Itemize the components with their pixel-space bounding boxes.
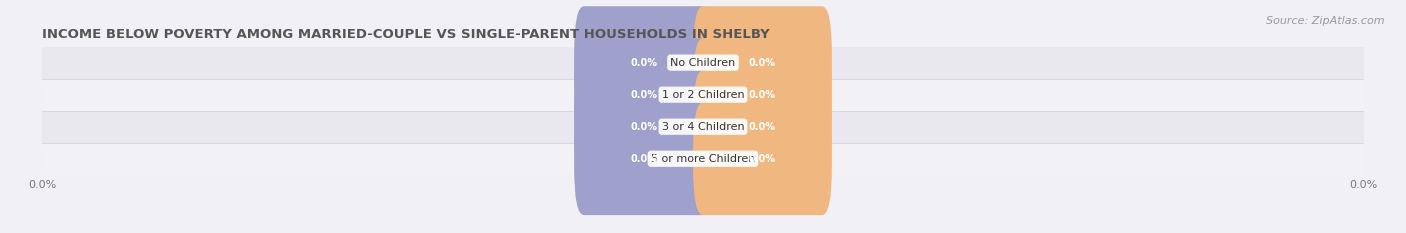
FancyBboxPatch shape [574,70,713,183]
FancyBboxPatch shape [693,6,832,119]
Text: 0.0%: 0.0% [630,90,657,100]
FancyBboxPatch shape [574,102,713,215]
Bar [42,79,1364,111]
FancyBboxPatch shape [574,6,713,119]
Text: 5 or more Children: 5 or more Children [651,154,755,164]
Text: 1 or 2 Children: 1 or 2 Children [662,90,744,100]
FancyBboxPatch shape [693,70,832,183]
Text: 0.0%: 0.0% [630,154,657,164]
Text: INCOME BELOW POVERTY AMONG MARRIED-COUPLE VS SINGLE-PARENT HOUSEHOLDS IN SHELBY: INCOME BELOW POVERTY AMONG MARRIED-COUPL… [42,28,770,41]
Bar [42,47,1364,79]
Text: 0.0%: 0.0% [749,58,776,68]
Text: 0.0%: 0.0% [749,90,776,100]
Text: 0.0%: 0.0% [630,122,657,132]
Text: No Children: No Children [671,58,735,68]
Text: 3 or 4 Children: 3 or 4 Children [662,122,744,132]
FancyBboxPatch shape [693,102,832,215]
Text: 0.0%: 0.0% [749,154,776,164]
Text: 0.0%: 0.0% [749,122,776,132]
Bar [42,111,1364,143]
Text: Source: ZipAtlas.com: Source: ZipAtlas.com [1267,16,1385,26]
FancyBboxPatch shape [693,38,832,151]
FancyBboxPatch shape [574,38,713,151]
Text: 0.0%: 0.0% [630,58,657,68]
Bar [42,143,1364,175]
